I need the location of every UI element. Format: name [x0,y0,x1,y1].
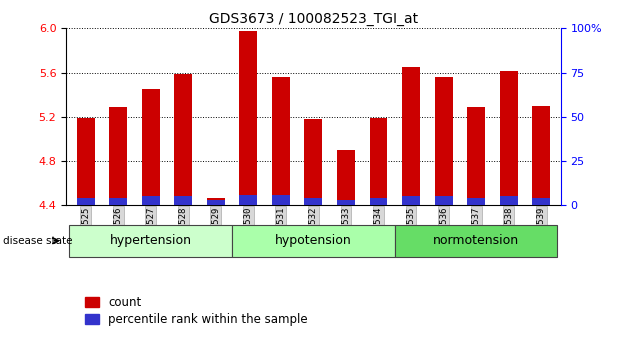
Bar [467,198,485,205]
Bar [370,198,387,205]
Bar [239,30,257,205]
Bar [370,118,387,205]
Bar [232,225,395,257]
Bar [304,119,323,205]
Bar [69,225,232,257]
Text: hypertension: hypertension [110,234,192,247]
Bar [500,72,518,205]
Bar [142,196,159,205]
Text: hypotension: hypotension [275,234,352,247]
Bar [272,195,290,205]
Bar [500,196,518,205]
Bar [395,225,558,257]
Bar [207,200,225,205]
Bar [532,198,550,205]
Bar [435,77,452,205]
Bar [337,200,355,205]
Bar [175,196,192,205]
Bar [402,196,420,205]
Bar [467,107,485,205]
Bar [337,150,355,205]
Bar [239,195,257,205]
Bar [435,196,452,205]
Bar [207,198,225,205]
Legend: count, percentile rank within the sample: count, percentile rank within the sample [84,296,308,326]
Text: normotension: normotension [433,234,519,247]
Bar [109,107,127,205]
Bar [304,198,323,205]
Bar [77,198,94,205]
Bar [532,106,550,205]
Bar [142,89,159,205]
Bar [272,77,290,205]
Bar [175,74,192,205]
Text: disease state: disease state [3,236,72,246]
Bar [402,67,420,205]
Bar [109,198,127,205]
Bar [77,118,94,205]
Title: GDS3673 / 100082523_TGI_at: GDS3673 / 100082523_TGI_at [209,12,418,26]
